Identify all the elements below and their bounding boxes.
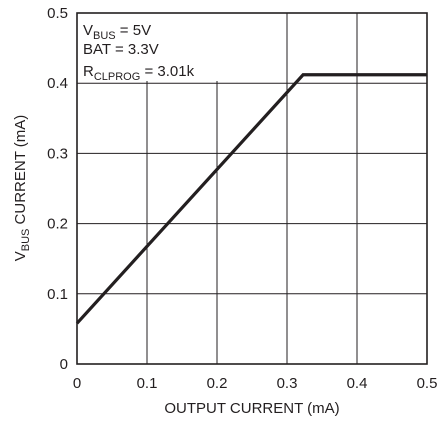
- annotation-line-vbus: VBUS = 5V: [83, 22, 151, 42]
- annotation-line-bat: BAT = 3.3V: [83, 41, 159, 58]
- x-tick-label-0: 0: [73, 375, 81, 392]
- y-tick-label-3: 0.3: [47, 145, 68, 162]
- y-axis-label-sub: BUS: [20, 229, 32, 252]
- annotation-line-rclprog-rest: = 3.01k: [140, 63, 194, 80]
- annotation-line-rclprog-main: R: [83, 63, 94, 80]
- annotation-line-rclprog-sub: CLPROG: [94, 71, 140, 83]
- x-tick-label-3: 0.3: [277, 375, 298, 392]
- y-tick-label-1: 0.1: [47, 286, 68, 303]
- x-tick-label-1: 0.1: [137, 375, 158, 392]
- tick-labels: 0 0.1 0.2 0.3 0.4 0.5 0 0.1 0.2 0.3 0.4 0.5: [47, 5, 437, 392]
- x-tick-label-4: 0.4: [347, 375, 368, 392]
- y-tick-label-4: 0.4: [47, 75, 68, 92]
- y-tick-label-0: 0: [60, 356, 68, 373]
- x-tick-label-5: 0.5: [417, 375, 438, 392]
- annotation-line-rclprog: RCLPROG = 3.01k: [83, 63, 195, 83]
- y-tick-label-5: 0.5: [47, 5, 68, 22]
- series-line-0: [75, 73, 427, 325]
- y-axis-label: VBUS CURRENT (mA): [12, 115, 32, 262]
- annotation-line-vbus-rest: = 5V: [116, 22, 151, 39]
- y-axis-label-main: V: [12, 251, 29, 261]
- y-tick-label-2: 0.2: [47, 216, 68, 233]
- annotation: VBUS = 5V BAT = 3.3V RCLPROG = 3.01k: [83, 22, 195, 83]
- annotation-line-vbus-main: V: [83, 22, 93, 39]
- plot-frame: [76, 12, 428, 365]
- annotation-line-vbus-sub: BUS: [93, 30, 116, 42]
- x-axis-label: OUTPUT CURRENT (mA): [164, 400, 339, 417]
- series-layer: [75, 73, 427, 325]
- annotation-box: [77, 13, 225, 81]
- x-tick-label-2: 0.2: [207, 375, 228, 392]
- annotation-line-bat-main: BAT = 3.3V: [83, 41, 159, 58]
- y-axis-label-rest: CURRENT (mA): [12, 115, 29, 229]
